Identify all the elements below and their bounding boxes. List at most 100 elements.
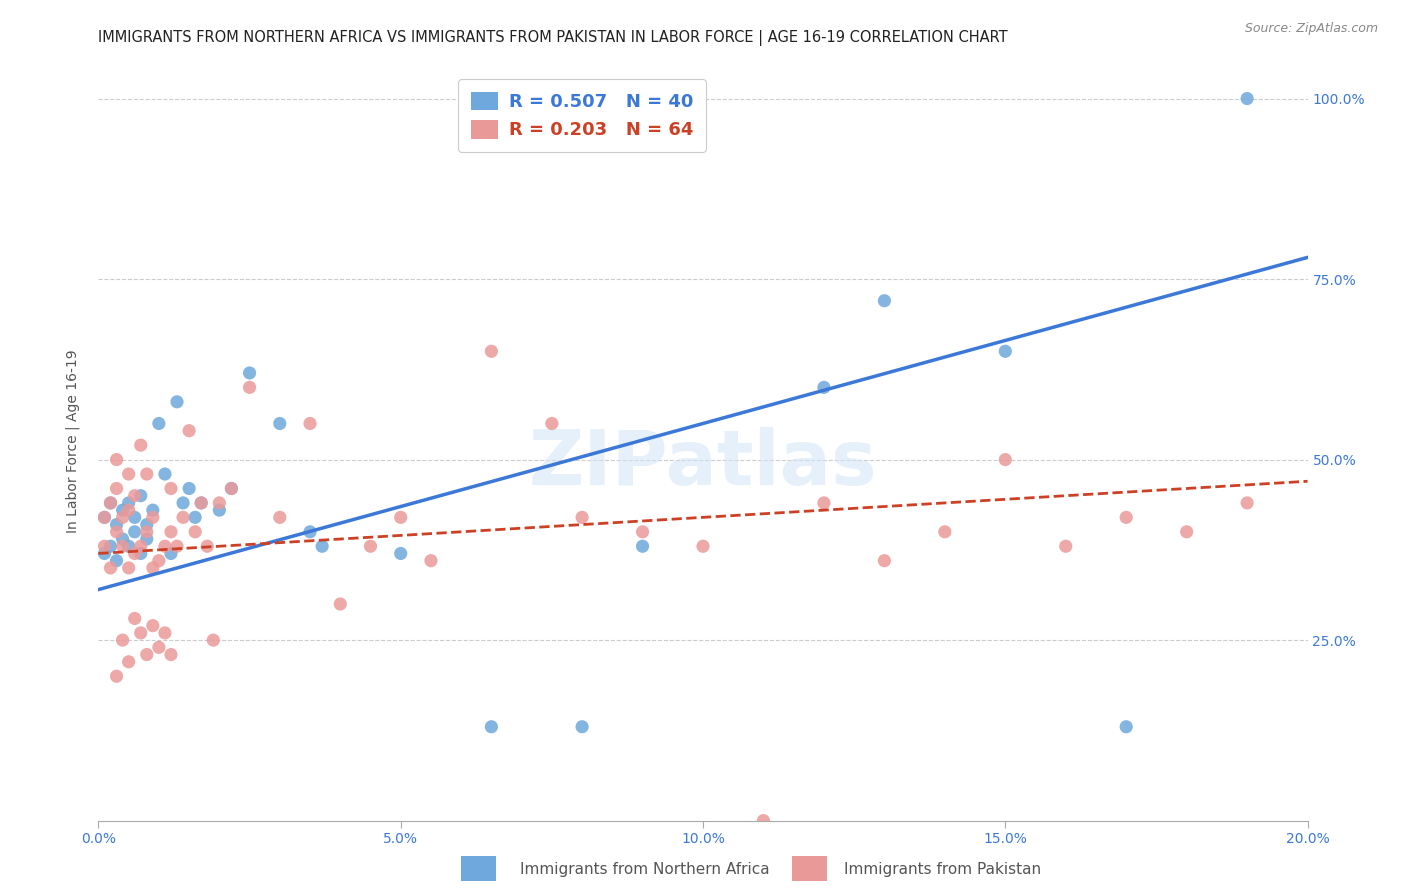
Point (752, 814, 775, 828)
Point (105, 482, 128, 496)
Text: Immigrants from Pakistan: Immigrants from Pakistan (844, 863, 1040, 877)
Point (105, 524, 128, 539)
Point (105, 554, 128, 568)
Point (118, 539, 141, 553)
Point (195, 539, 218, 553)
Point (135, 517, 157, 532)
Point (105, 452, 128, 467)
Point (124, 510, 146, 524)
Point (311, 539, 333, 553)
Point (100, 561, 122, 575)
Point (135, 648, 157, 662)
Point (129, 626, 152, 640)
Point (111, 510, 134, 524)
Point (813, 380, 835, 394)
Point (190, 496, 212, 510)
Point (148, 640, 170, 655)
Point (142, 503, 165, 517)
Point (1175, 524, 1198, 539)
Point (129, 546, 152, 560)
Point (631, 539, 654, 553)
Point (135, 532, 157, 546)
Text: ZIPatlas: ZIPatlas (529, 427, 877, 501)
Point (142, 510, 165, 524)
Text: IMMIGRANTS FROM NORTHERN AFRICA VS IMMIGRANTS FROM PAKISTAN IN LABOR FORCE | AGE: IMMIGRANTS FROM NORTHERN AFRICA VS IMMIG… (98, 29, 1008, 45)
Point (124, 611, 146, 625)
Point (208, 503, 231, 517)
Point (93, 539, 115, 553)
Point (299, 417, 322, 431)
Point (873, 554, 896, 568)
Point (142, 618, 165, 632)
Point (571, 510, 593, 524)
Point (571, 720, 593, 734)
Point (389, 546, 412, 560)
Point (934, 524, 956, 539)
Point (179, 482, 201, 496)
Point (153, 539, 176, 553)
Point (118, 503, 141, 517)
Point (1236, 91, 1258, 105)
Point (481, 720, 503, 734)
Point (202, 633, 225, 648)
Point (93, 546, 115, 560)
Point (153, 467, 176, 481)
Point (148, 417, 170, 431)
Point (135, 524, 157, 539)
Point (148, 554, 170, 568)
Point (160, 482, 183, 496)
Point (420, 554, 443, 568)
Point (100, 539, 122, 553)
Point (160, 546, 183, 560)
Point (873, 293, 896, 308)
Point (994, 344, 1017, 359)
Point (124, 489, 146, 503)
Point (1115, 510, 1137, 524)
Point (389, 510, 412, 524)
Point (129, 539, 152, 553)
Point (172, 510, 194, 524)
Point (118, 561, 141, 575)
Point (153, 626, 176, 640)
Point (269, 510, 291, 524)
Text: Source: ZipAtlas.com: Source: ZipAtlas.com (1244, 22, 1378, 36)
Point (813, 496, 835, 510)
Point (172, 496, 194, 510)
Point (124, 524, 146, 539)
Point (184, 510, 207, 524)
Point (100, 496, 122, 510)
Y-axis label: In Labor Force | Age 16-19: In Labor Force | Age 16-19 (65, 350, 80, 533)
Point (100, 496, 122, 510)
Legend: R = 0.507   N = 40, R = 0.203   N = 64: R = 0.507 N = 40, R = 0.203 N = 64 (458, 79, 706, 152)
Point (329, 597, 352, 611)
Point (118, 655, 141, 669)
Point (118, 496, 141, 510)
Point (111, 539, 134, 553)
Point (299, 524, 322, 539)
Point (540, 417, 562, 431)
Point (481, 344, 503, 359)
Point (1054, 539, 1077, 553)
Point (269, 417, 291, 431)
Point (184, 524, 207, 539)
Point (1236, 496, 1258, 510)
Point (93, 510, 115, 524)
Point (111, 532, 134, 546)
Point (1115, 720, 1137, 734)
Point (190, 496, 212, 510)
Point (208, 496, 231, 510)
Point (994, 452, 1017, 467)
Point (631, 524, 654, 539)
Point (135, 467, 157, 481)
Point (166, 539, 188, 553)
Point (221, 482, 243, 496)
Text: Immigrants from Northern Africa: Immigrants from Northern Africa (520, 863, 770, 877)
Point (160, 524, 183, 539)
Point (105, 517, 128, 532)
Point (105, 669, 128, 683)
Point (221, 482, 243, 496)
Point (129, 438, 152, 452)
Point (118, 467, 141, 481)
Point (124, 546, 146, 560)
Point (160, 648, 183, 662)
